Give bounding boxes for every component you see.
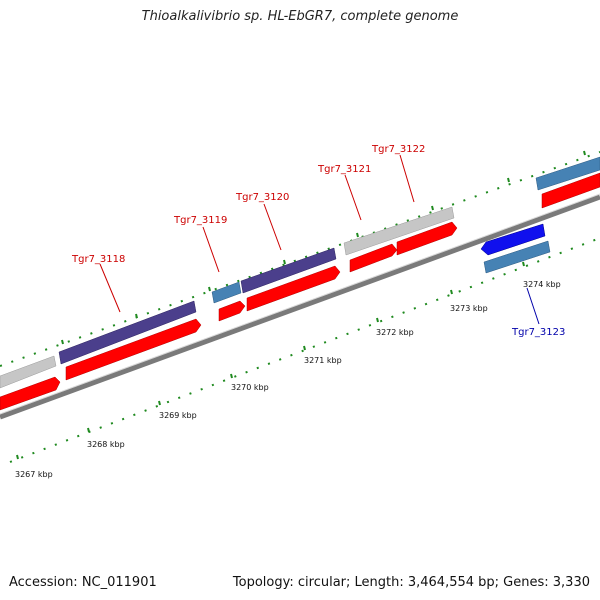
genome-backbone-highlight [0,193,600,415]
gene-bar-grey [0,355,57,389]
gene-bar-steel [483,240,551,274]
gene-bar-blue [480,223,546,256]
cds-arrow [0,376,61,411]
gene-track [0,156,600,389]
tick-label: 3270 kbp [231,383,269,392]
gene-label: Tgr7_3121 [317,164,371,175]
gene-label: Tgr7_3123 [511,327,565,338]
label-leaders [99,154,540,325]
cds-arrow [246,265,341,312]
cds-arrow [349,243,398,273]
gene-bar-grey [343,206,455,256]
gene-label: Tgr7_3118 [71,254,125,265]
cds-arrow [396,221,458,256]
major-ticks [16,150,586,460]
tick-label: 3268 kbp [87,440,125,449]
cds-arrow [65,318,202,381]
gene-bar-steel [535,156,600,191]
gene-label: Tgr7_3122 [371,144,425,155]
map-title: Thioalkalivibrio sp. HL-EbGR7, complete … [141,9,459,24]
gene-bar-steel [211,281,242,304]
tick-label: 3269 kbp [159,411,197,420]
tick-label: 3274 kbp [523,280,561,289]
gene-label: Tgr7_3119 [173,215,227,226]
gene-label: Tgr7_3120 [235,192,289,203]
genome-backbone [0,194,600,420]
tick-label: 3267 kbp [15,470,53,479]
tick-label: 3273 kbp [450,304,488,313]
gene-bar-purple [240,247,337,294]
cds-arrow [218,300,246,322]
accession-text: Accession: NC_011901 [9,575,157,590]
cds-track [0,172,600,411]
tick-label: 3272 kbp [376,328,414,337]
genome-summary-text: Topology: circular; Length: 3,464,554 bp… [232,575,590,590]
cds-arrow [541,172,600,209]
tick-label: 3271 kbp [304,356,342,365]
gene-bar-purple [58,300,197,365]
